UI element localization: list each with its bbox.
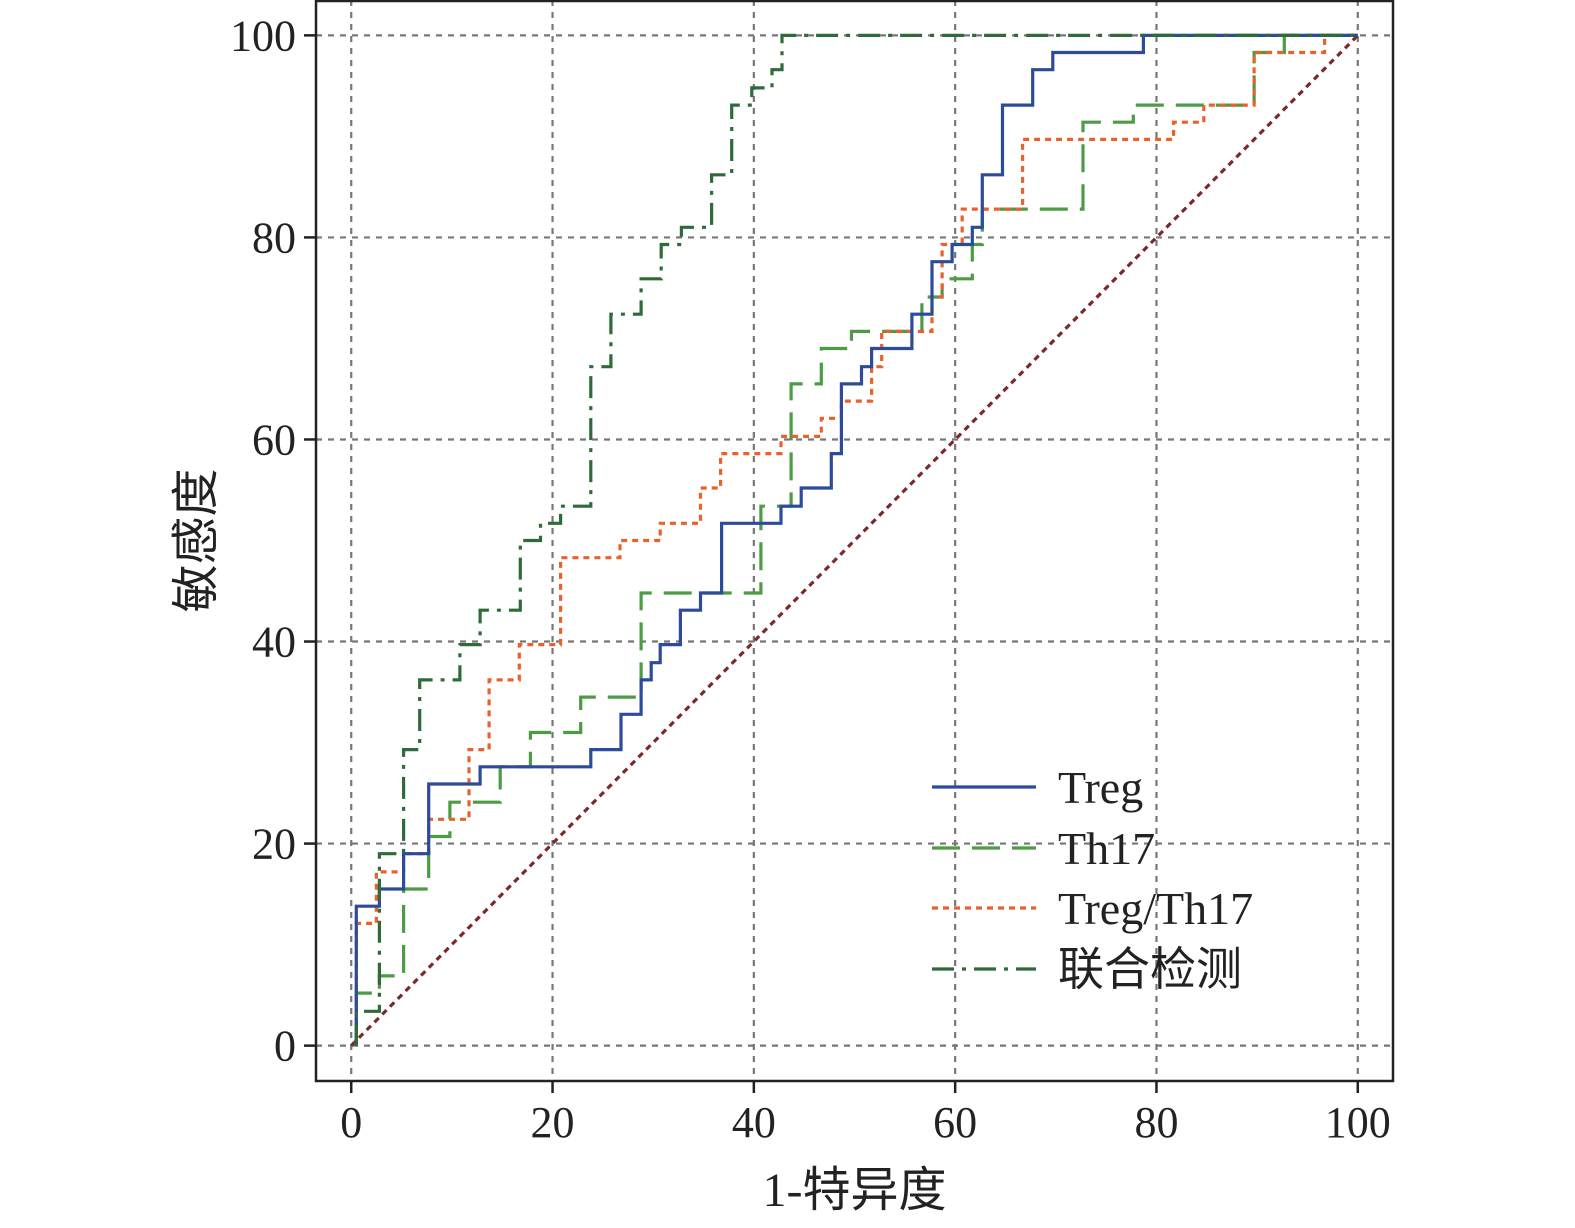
series-line-2 <box>354 33 1358 1046</box>
y-tick-label: 60 <box>252 415 296 464</box>
y-tick-label: 100 <box>230 11 296 60</box>
y-axis-title: 敏感度 <box>170 468 223 612</box>
x-tick-label: 0 <box>340 1098 362 1147</box>
series-layer <box>350 33 1359 1047</box>
grid-lines <box>316 0 1393 1081</box>
x-tick-label: 60 <box>933 1098 977 1147</box>
legend-label: Treg/Th17 <box>1058 883 1253 934</box>
x-tick-label: 80 <box>1134 1098 1178 1147</box>
y-tick-label: 20 <box>252 820 296 869</box>
plot-frame <box>314 0 1395 1083</box>
legend: Treg Th17 Treg/Th17 联合检测 <box>932 762 1253 995</box>
axis-ticks: 0 20 40 60 80 100 0 20 40 60 80 100 <box>230 11 1391 1147</box>
y-tick-label: 0 <box>274 1022 296 1071</box>
series-line-1 <box>354 33 1358 1046</box>
x-tick-label: 100 <box>1325 1098 1391 1147</box>
legend-label: Th17 <box>1058 823 1155 874</box>
x-tick-label: 40 <box>732 1098 776 1147</box>
x-tick-label: 20 <box>531 1098 575 1147</box>
series-line-reference <box>350 34 1359 1047</box>
legend-label: 联合检测 <box>1058 944 1242 995</box>
series-line-4 <box>354 33 1358 1046</box>
legend-label: Treg <box>1058 762 1143 813</box>
y-tick-label: 80 <box>252 213 296 262</box>
y-tick-label: 40 <box>252 618 296 667</box>
series-line-3 <box>354 33 1358 1046</box>
x-axis-title: 1-特异度 <box>763 1164 947 1217</box>
